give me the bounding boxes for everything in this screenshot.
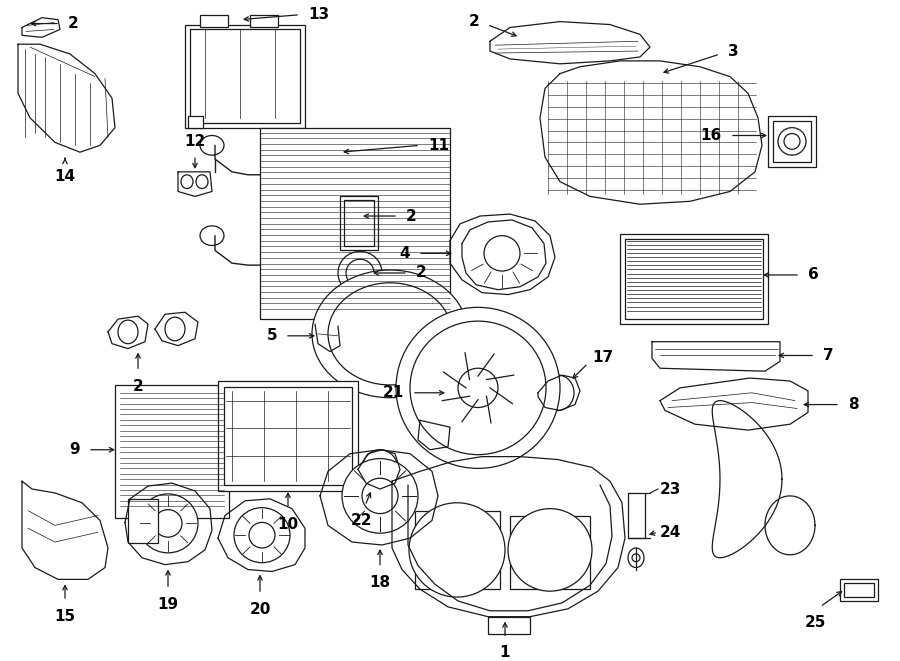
Bar — [773, 121, 811, 162]
Ellipse shape — [342, 459, 418, 533]
Bar — [840, 579, 878, 601]
Ellipse shape — [312, 270, 468, 398]
Text: 23: 23 — [660, 481, 681, 496]
Text: 6: 6 — [808, 268, 819, 282]
Ellipse shape — [542, 375, 574, 410]
Ellipse shape — [196, 175, 208, 188]
Ellipse shape — [784, 134, 800, 149]
Bar — [250, 15, 278, 26]
Ellipse shape — [362, 478, 398, 514]
Ellipse shape — [154, 510, 182, 537]
Ellipse shape — [200, 136, 224, 155]
Text: 2: 2 — [416, 266, 427, 280]
Text: 2: 2 — [468, 14, 479, 29]
Ellipse shape — [328, 283, 452, 385]
Text: 4: 4 — [400, 246, 410, 261]
Ellipse shape — [632, 554, 640, 562]
Ellipse shape — [200, 226, 224, 245]
Text: 15: 15 — [54, 609, 76, 624]
Ellipse shape — [181, 175, 193, 188]
Bar — [488, 617, 530, 635]
Text: 3: 3 — [728, 44, 739, 59]
Text: 17: 17 — [592, 350, 613, 365]
Ellipse shape — [370, 459, 390, 479]
Ellipse shape — [458, 368, 498, 408]
Text: 25: 25 — [805, 615, 825, 630]
Ellipse shape — [628, 548, 644, 568]
Text: 11: 11 — [428, 138, 449, 153]
Text: 8: 8 — [848, 397, 859, 412]
Text: 19: 19 — [158, 597, 178, 612]
Bar — [185, 24, 305, 128]
Bar — [344, 200, 374, 247]
Ellipse shape — [484, 236, 520, 271]
Bar — [340, 196, 378, 251]
Text: 9: 9 — [69, 442, 80, 457]
Ellipse shape — [118, 320, 138, 344]
Text: 12: 12 — [184, 134, 205, 149]
Bar — [190, 30, 300, 123]
Bar — [620, 234, 768, 324]
Bar — [218, 381, 358, 491]
Bar — [200, 15, 228, 26]
Text: 7: 7 — [823, 348, 833, 363]
Text: 2: 2 — [68, 16, 79, 31]
Text: 13: 13 — [308, 7, 329, 22]
Text: 20: 20 — [249, 602, 271, 617]
Text: 24: 24 — [660, 525, 681, 540]
Bar — [115, 385, 229, 518]
Ellipse shape — [362, 449, 398, 489]
Bar — [768, 116, 816, 167]
Text: 14: 14 — [54, 169, 76, 184]
Text: 2: 2 — [406, 208, 417, 223]
Ellipse shape — [396, 307, 560, 469]
Text: 2: 2 — [132, 379, 143, 394]
Bar — [224, 387, 352, 485]
Ellipse shape — [234, 508, 290, 563]
Bar — [844, 583, 874, 597]
Text: 1: 1 — [500, 645, 510, 660]
Ellipse shape — [508, 509, 592, 591]
Text: 22: 22 — [351, 512, 373, 527]
Bar — [118, 388, 226, 516]
Bar — [260, 128, 450, 319]
Text: 10: 10 — [277, 516, 299, 531]
Text: 16: 16 — [701, 128, 722, 143]
Ellipse shape — [778, 128, 806, 155]
Ellipse shape — [410, 321, 546, 455]
Ellipse shape — [338, 251, 382, 295]
Bar — [128, 499, 158, 543]
Ellipse shape — [138, 494, 198, 553]
Bar — [625, 239, 763, 319]
Bar — [188, 116, 203, 128]
Ellipse shape — [409, 503, 505, 597]
Text: 21: 21 — [382, 385, 404, 401]
Bar — [415, 511, 500, 589]
Text: 18: 18 — [369, 576, 391, 590]
Ellipse shape — [165, 317, 185, 340]
Ellipse shape — [249, 522, 275, 548]
Bar — [510, 516, 590, 589]
Ellipse shape — [346, 259, 374, 287]
Text: 5: 5 — [266, 329, 277, 343]
